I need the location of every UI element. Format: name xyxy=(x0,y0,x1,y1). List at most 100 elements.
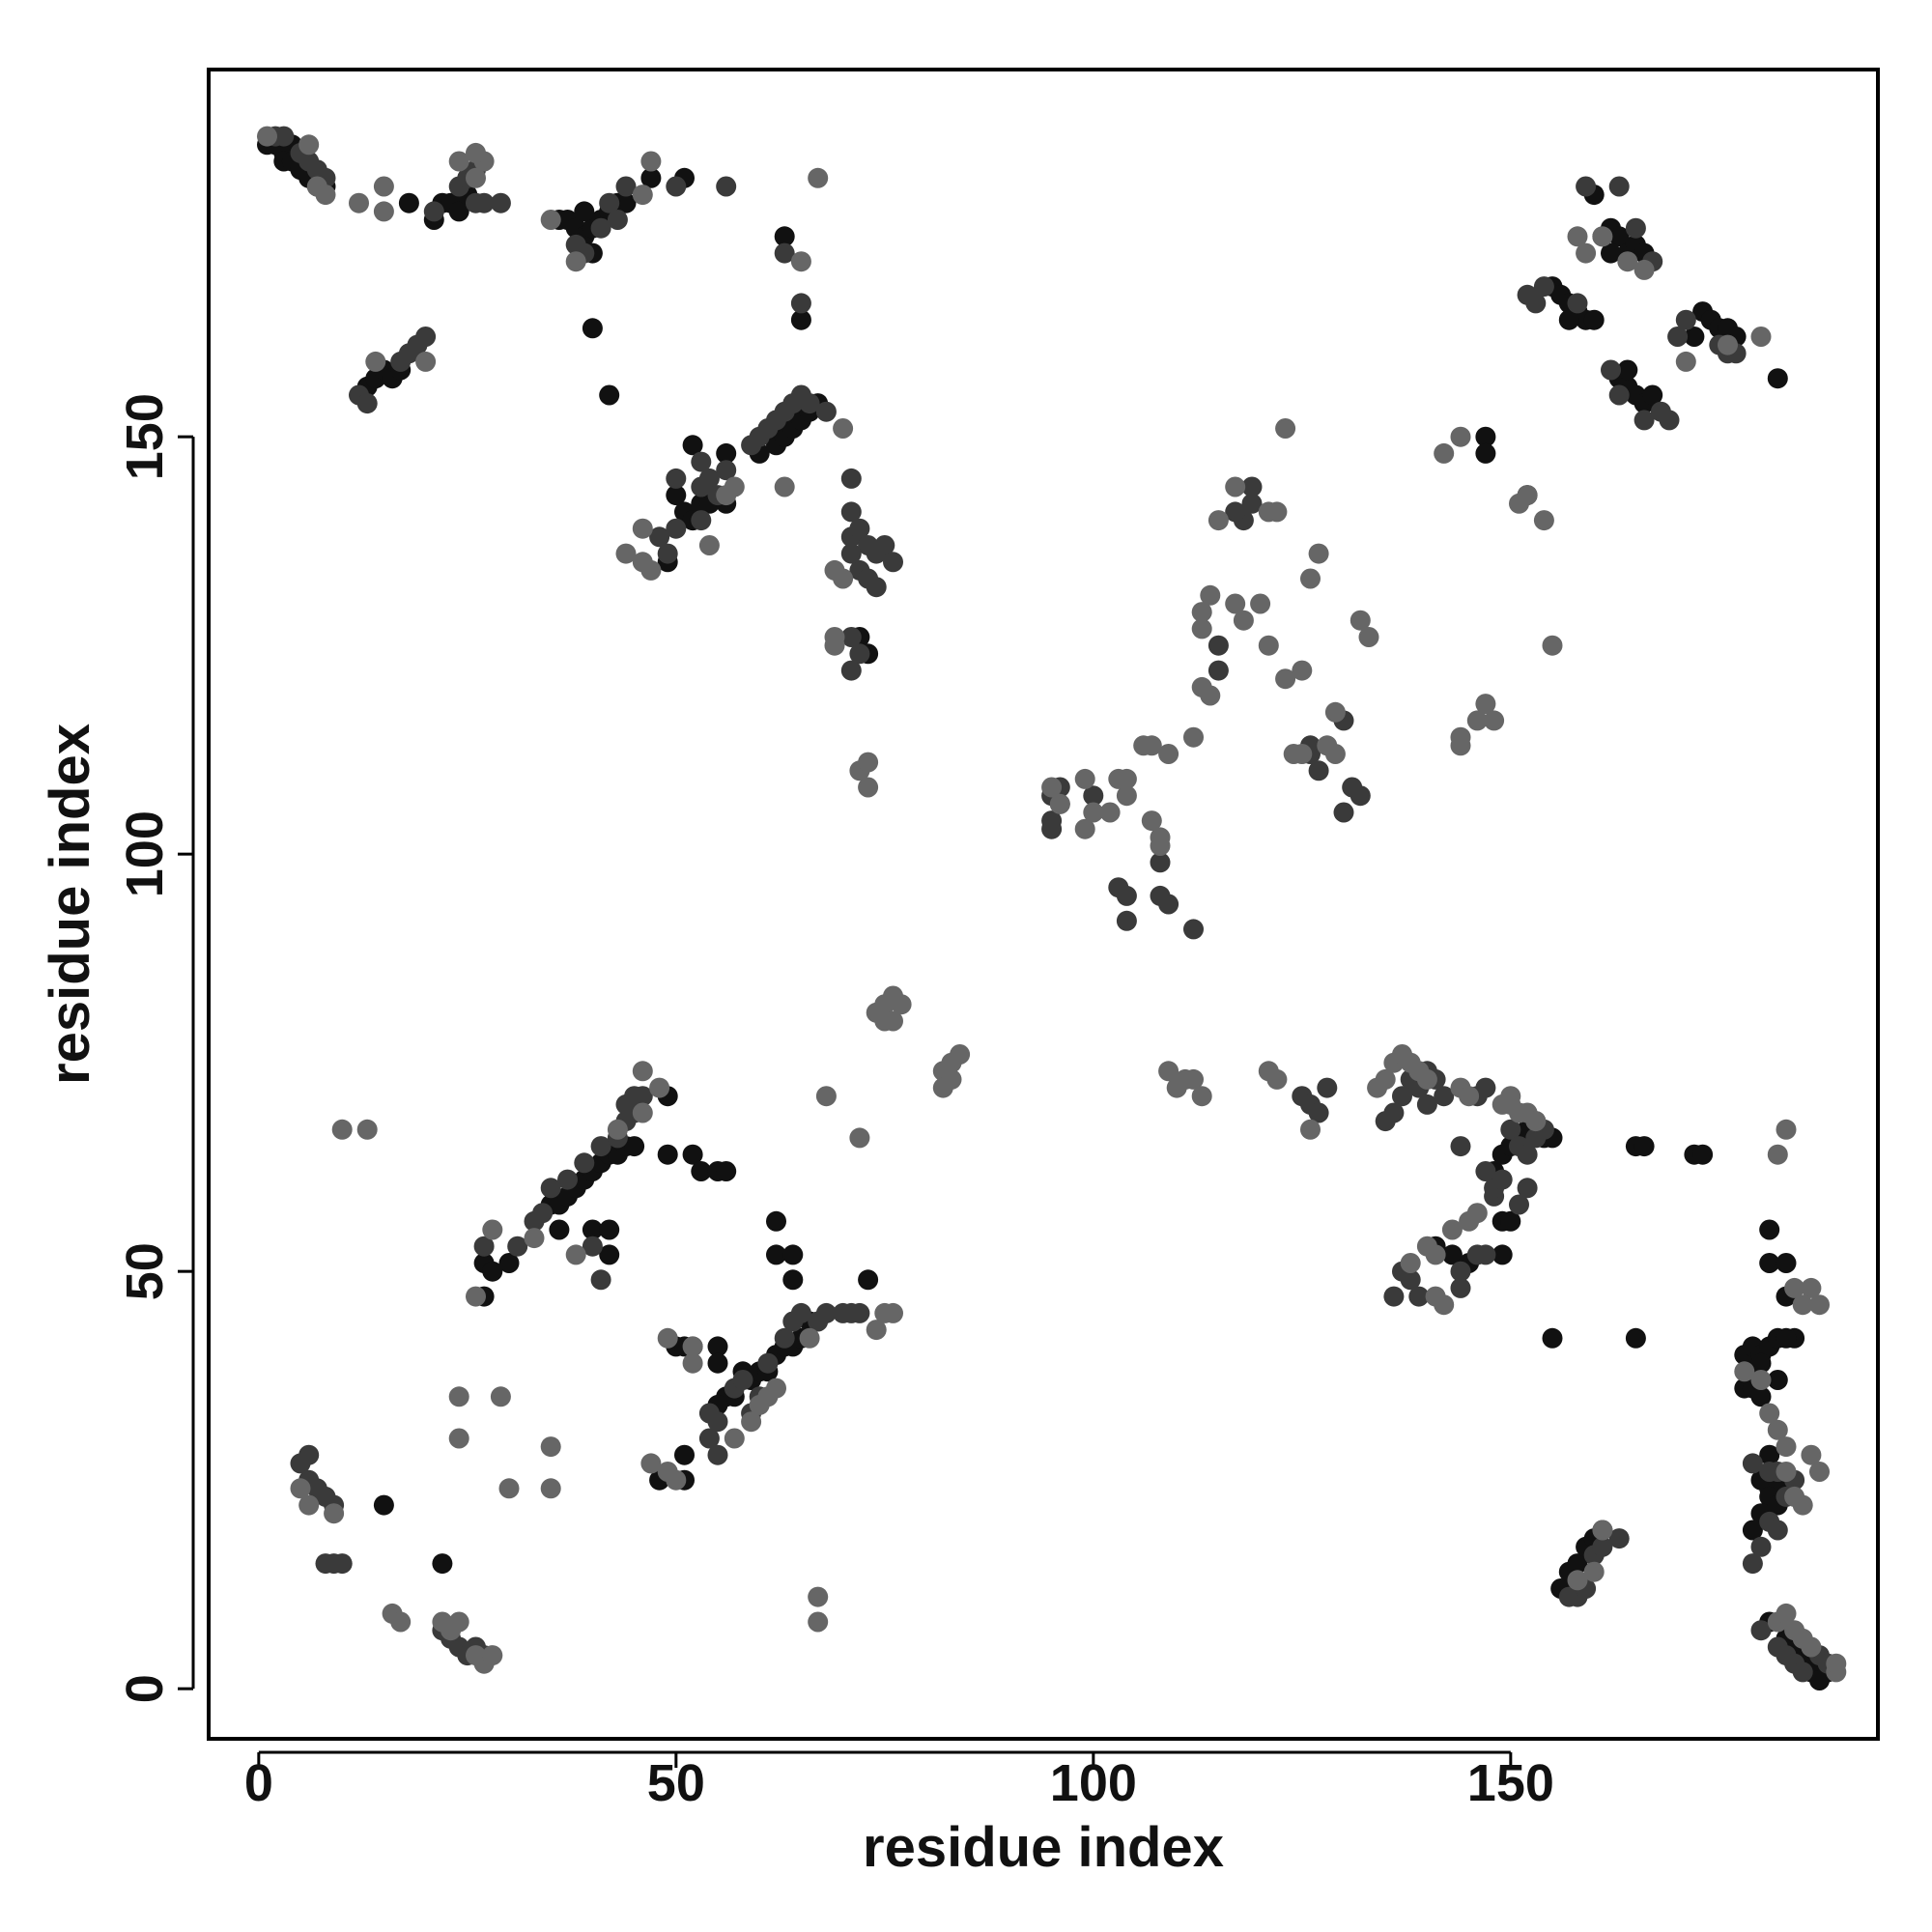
data-point xyxy=(1826,1653,1847,1674)
data-point xyxy=(640,1453,662,1474)
data-point xyxy=(1625,217,1646,239)
data-point xyxy=(1809,1294,1830,1316)
data-point xyxy=(290,1478,311,1499)
data-point xyxy=(1634,410,1655,431)
data-point xyxy=(1475,1244,1496,1265)
data-point xyxy=(1074,818,1095,839)
data-point xyxy=(1617,359,1638,381)
data-point xyxy=(1383,1286,1405,1307)
data-point xyxy=(774,242,795,264)
data-point xyxy=(615,543,637,564)
data-point xyxy=(874,535,895,555)
data-point xyxy=(398,192,419,213)
data-point xyxy=(1608,226,1630,247)
data-point xyxy=(599,1244,620,1265)
data-point xyxy=(599,384,620,406)
data-point xyxy=(649,526,670,548)
data-point xyxy=(1767,1370,1788,1390)
data-point xyxy=(724,1428,745,1449)
data-point xyxy=(1367,1077,1388,1098)
data-point xyxy=(632,1061,653,1082)
data-point xyxy=(1809,1670,1830,1690)
data-point xyxy=(682,1144,703,1165)
data-point xyxy=(1525,1111,1547,1132)
data-point xyxy=(1400,1253,1421,1273)
data-point xyxy=(1108,768,1129,789)
data-point xyxy=(1608,384,1630,406)
data-point xyxy=(1542,1327,1563,1349)
data-point xyxy=(331,1119,353,1140)
data-point xyxy=(1750,1352,1772,1374)
data-points xyxy=(257,126,1847,1690)
data-point xyxy=(1099,802,1121,823)
data-point xyxy=(632,185,653,206)
data-point xyxy=(1583,309,1605,330)
data-point xyxy=(1475,1077,1496,1098)
data-point xyxy=(815,401,837,422)
data-point xyxy=(640,151,662,172)
data-point xyxy=(858,752,879,773)
data-point xyxy=(1567,226,1588,247)
data-point xyxy=(1592,1520,1613,1541)
data-point xyxy=(1158,1061,1179,1082)
data-point xyxy=(1601,242,1621,264)
data-point xyxy=(824,635,845,656)
data-point xyxy=(1592,1536,1613,1557)
data-point xyxy=(1525,293,1547,314)
data-point xyxy=(466,1286,486,1307)
data-point xyxy=(1492,1169,1513,1190)
data-point xyxy=(741,1411,762,1433)
data-point xyxy=(666,1469,687,1491)
data-point xyxy=(448,1611,469,1633)
data-point xyxy=(298,1494,320,1516)
data-point xyxy=(1617,251,1638,272)
data-point xyxy=(1750,1536,1772,1557)
data-point xyxy=(799,1327,820,1349)
data-point xyxy=(1241,493,1263,514)
data-point xyxy=(849,643,870,665)
data-point xyxy=(356,393,378,414)
data-point xyxy=(540,1178,561,1199)
data-point xyxy=(1750,327,1772,347)
data-point xyxy=(298,134,320,156)
data-point xyxy=(356,1119,378,1140)
data-point xyxy=(1583,1561,1605,1582)
data-point xyxy=(1776,1462,1797,1482)
data-point xyxy=(1475,442,1496,464)
data-point xyxy=(1266,501,1288,523)
data-point xyxy=(891,994,912,1015)
data-point xyxy=(1300,568,1321,589)
data-point xyxy=(498,1478,520,1499)
data-point xyxy=(273,126,295,147)
data-point xyxy=(716,442,737,464)
data-point xyxy=(849,1127,870,1149)
data-point xyxy=(1434,442,1455,464)
data-point xyxy=(1150,852,1171,873)
data-point xyxy=(1183,726,1204,748)
data-point xyxy=(1517,1144,1538,1165)
data-point xyxy=(766,1378,786,1399)
data-point xyxy=(1750,1620,1772,1641)
data-point xyxy=(799,393,820,414)
data-point xyxy=(1642,384,1663,406)
y-axis: 0 50 100 150 xyxy=(116,393,195,1703)
data-point xyxy=(423,201,444,222)
data-point xyxy=(666,518,687,539)
data-point xyxy=(1667,327,1689,347)
data-point xyxy=(858,1269,879,1291)
x-tick-label: 150 xyxy=(1467,1754,1554,1812)
data-point xyxy=(1567,293,1588,314)
data-point xyxy=(1767,1144,1788,1165)
data-point xyxy=(1767,1520,1788,1541)
data-point xyxy=(782,1244,804,1265)
data-point xyxy=(1450,726,1471,748)
data-point xyxy=(640,167,662,188)
data-point xyxy=(1759,1219,1780,1240)
data-point xyxy=(473,1236,495,1257)
data-point xyxy=(1759,1444,1780,1465)
data-point xyxy=(1324,744,1346,764)
data-point xyxy=(482,1645,503,1666)
data-point xyxy=(766,1210,786,1232)
data-point xyxy=(1742,1453,1763,1474)
